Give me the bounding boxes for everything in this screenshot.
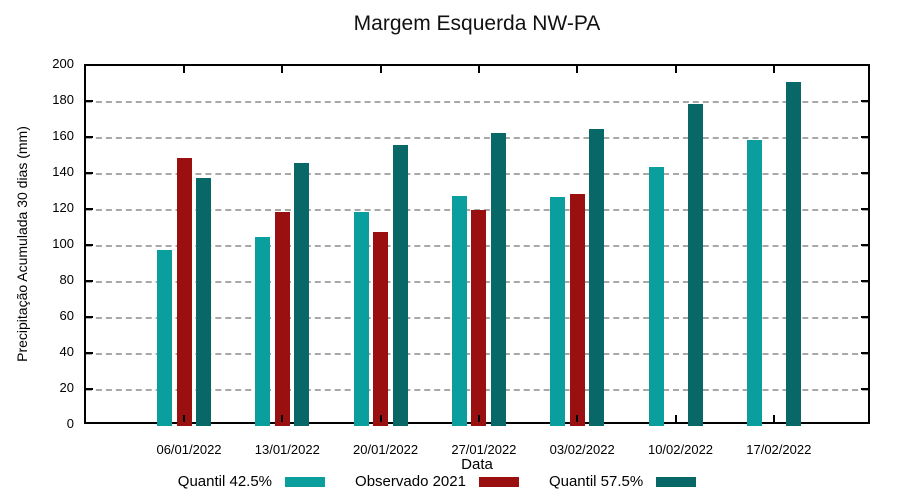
legend-swatch <box>656 476 697 487</box>
x-tick-label: 06/01/2022 <box>156 442 222 457</box>
y-tick-mark-right <box>861 352 868 354</box>
bar <box>353 211 369 426</box>
y-tick-label: 80 <box>59 272 74 287</box>
y-tick-mark-left <box>86 208 93 210</box>
y-tick-label: 40 <box>59 344 74 359</box>
y-tick-label: 120 <box>52 200 74 215</box>
y-tick-mark-left <box>86 136 93 138</box>
legend-label: Quantil 57.5% <box>548 473 644 490</box>
y-tick-label: 180 <box>52 92 74 107</box>
y-tick-mark-right <box>861 136 868 138</box>
plot-area <box>84 64 870 426</box>
y-tick-mark-left <box>86 280 93 282</box>
bar <box>648 166 664 426</box>
x-tick-mark-bottom <box>576 415 579 422</box>
y-tick-label: 140 <box>52 164 74 179</box>
x-tick-mark-bottom <box>772 415 775 422</box>
y-tick-mark-left <box>86 316 93 318</box>
legend-item: Quantil 42.5% <box>177 473 326 490</box>
legend-swatch <box>478 476 519 487</box>
bar <box>392 145 408 426</box>
x-axis-label: Data <box>461 456 493 473</box>
y-tick-mark-left <box>86 172 93 174</box>
x-tick-label: 20/01/2022 <box>353 442 419 457</box>
y-tick-mark-right <box>861 316 868 318</box>
y-tick-mark-right <box>861 280 868 282</box>
x-tick-mark-top <box>477 66 480 73</box>
gridline <box>86 101 868 103</box>
bar <box>687 103 703 426</box>
y-tick-label: 200 <box>52 56 74 71</box>
x-tick-label: 27/01/2022 <box>451 442 517 457</box>
legend: Quantil 42.5% Observado 2021 Quantil 57.5% <box>0 473 874 490</box>
x-tick-mark-top <box>674 66 677 73</box>
bar <box>373 231 389 426</box>
gridline <box>86 173 868 175</box>
y-tick-mark-right <box>861 208 868 210</box>
bar <box>746 139 762 426</box>
y-tick-mark-left <box>86 352 93 354</box>
bar <box>294 163 310 426</box>
x-tick-mark-top <box>183 66 185 73</box>
bar <box>255 237 271 426</box>
x-tick-mark-bottom <box>281 415 284 422</box>
bar <box>176 157 192 426</box>
bar <box>490 132 506 426</box>
y-tick-mark-right <box>861 100 868 102</box>
x-tick-label: 13/01/2022 <box>254 442 320 457</box>
x-tick-mark-bottom <box>674 415 677 422</box>
gridline <box>86 137 868 139</box>
bar <box>451 195 467 426</box>
legend-item: Observado 2021 <box>355 473 519 490</box>
y-tick-label: 100 <box>52 236 74 251</box>
x-tick-label: 03/02/2022 <box>549 442 615 457</box>
bar <box>785 82 801 426</box>
x-tick-mark-top <box>772 66 775 73</box>
legend-item: Quantil 57.5% <box>548 473 697 490</box>
bar <box>471 210 487 426</box>
bar <box>589 129 605 426</box>
y-tick-label: 0 <box>66 416 74 431</box>
y-tick-label: 60 <box>59 308 74 323</box>
y-tick-mark-right <box>861 244 868 246</box>
legend-label: Observado 2021 <box>355 473 466 490</box>
chart-title: Margem Esquerda NW-PA <box>353 12 601 35</box>
bar <box>550 197 566 426</box>
y-tick-mark-right <box>861 388 868 390</box>
x-tick-mark-bottom <box>477 415 480 422</box>
x-tick-label: 10/02/2022 <box>647 442 714 457</box>
x-tick-label: 17/02/2022 <box>746 442 812 457</box>
x-tick-mark-top <box>281 66 284 73</box>
y-tick-mark-left <box>86 388 93 390</box>
bar <box>157 249 172 426</box>
y-tick-label: 20 <box>59 380 74 395</box>
bar <box>196 177 211 426</box>
y-tick-mark-right <box>861 172 868 174</box>
legend-label: Quantil 42.5% <box>177 473 273 490</box>
bar <box>274 211 290 426</box>
x-tick-mark-bottom <box>183 415 185 422</box>
x-tick-mark-top <box>379 66 382 73</box>
y-tick-mark-left <box>86 100 93 102</box>
legend-swatch <box>285 476 326 487</box>
x-tick-mark-top <box>576 66 579 73</box>
y-tick-mark-left <box>86 244 93 246</box>
x-tick-mark-bottom <box>379 415 382 422</box>
bar <box>569 193 585 426</box>
y-tick-label: 160 <box>52 128 74 143</box>
